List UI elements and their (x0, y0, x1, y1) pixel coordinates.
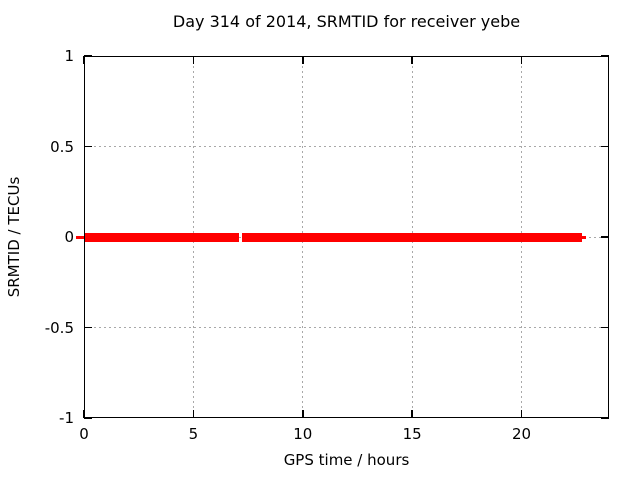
x-tick-label: 5 (188, 425, 199, 443)
x-tick-mark-bottom (520, 410, 523, 418)
x-tick-mark-top (302, 56, 304, 64)
x-axis-label: GPS time / hours (283, 451, 410, 469)
y-tick-mark-left (84, 145, 92, 148)
y-tick-mark-left (84, 55, 92, 57)
series-line-thick (85, 232, 240, 242)
series-line-thick (241, 232, 583, 242)
y-tick-mark-right (601, 145, 609, 148)
chart-title: Day 314 of 2014, SRMTID for receiver yeb… (172, 12, 521, 31)
y-gridline (84, 146, 609, 147)
x-tick-mark-bottom (302, 410, 304, 418)
y-tick-mark-right (601, 326, 609, 329)
x-tick-mark-top (192, 56, 195, 64)
y-tick-mark-right (601, 55, 609, 57)
x-tick-label: 15 (402, 425, 422, 443)
x-tick-label: 20 (511, 425, 532, 443)
y-tick-label: 1 (64, 47, 74, 65)
y-tick-mark-right (601, 417, 609, 419)
x-tick-label: 0 (79, 425, 89, 443)
y-tick-mark-left (84, 326, 92, 329)
y-tick-label: 0 (64, 228, 74, 246)
y-tick-label: 0.5 (50, 137, 74, 156)
y-tick-mark-right (601, 236, 609, 238)
y-tick-label: -0.5 (44, 318, 74, 337)
x-tick-mark-top (411, 56, 413, 64)
x-tick-mark-top (520, 56, 523, 64)
y-tick-mark-left (84, 417, 92, 419)
x-tick-mark-bottom (411, 410, 413, 418)
y-tick-label: -1 (59, 409, 74, 427)
x-tick-label: 10 (293, 425, 313, 443)
y-gridline (84, 327, 609, 328)
x-tick-mark-bottom (192, 410, 195, 418)
x-tick-mark-top (83, 56, 85, 64)
